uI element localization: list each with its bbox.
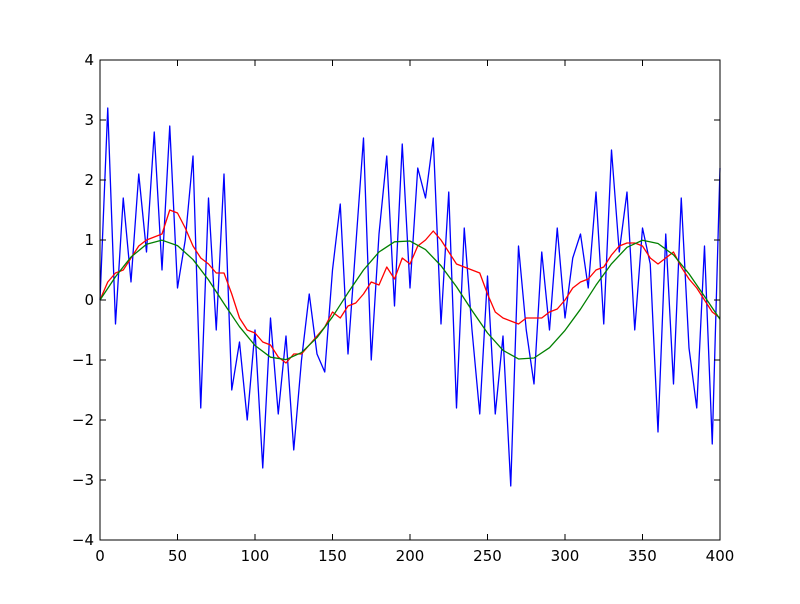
y-tick-label: 0 bbox=[84, 291, 94, 309]
x-tick-label: 300 bbox=[551, 547, 580, 565]
x-tick-label: 200 bbox=[396, 547, 425, 565]
y-tick-label: 1 bbox=[84, 231, 94, 249]
x-tick-label: 0 bbox=[95, 547, 105, 565]
y-tick-label: 3 bbox=[84, 111, 94, 129]
y-tick-label: −2 bbox=[72, 411, 94, 429]
x-tick-label: 100 bbox=[241, 547, 270, 565]
y-tick-label: −4 bbox=[72, 531, 94, 549]
x-tick-label: 400 bbox=[706, 547, 735, 565]
y-tick-label: 2 bbox=[84, 171, 94, 189]
plot-background bbox=[100, 60, 720, 540]
x-tick-label: 50 bbox=[168, 547, 187, 565]
x-tick-label: 350 bbox=[628, 547, 657, 565]
y-tick-label: −1 bbox=[72, 351, 94, 369]
y-tick-label: −3 bbox=[72, 471, 94, 489]
x-tick-label: 250 bbox=[473, 547, 502, 565]
y-tick-label: 4 bbox=[84, 51, 94, 69]
x-tick-label: 150 bbox=[318, 547, 347, 565]
